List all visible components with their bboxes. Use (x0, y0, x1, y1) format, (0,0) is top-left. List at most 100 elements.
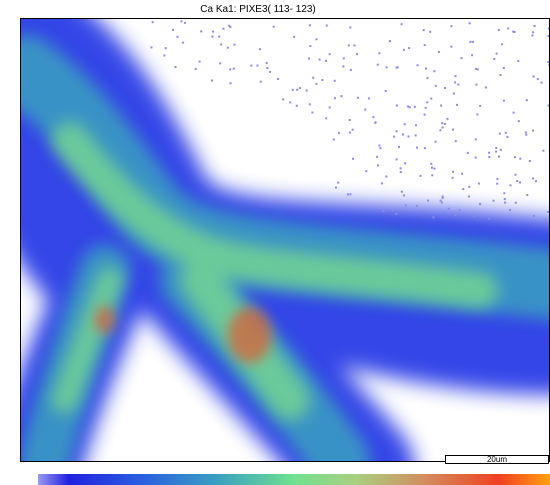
count-dot (306, 90, 308, 92)
count-dot (458, 212, 460, 214)
count-dot (347, 193, 349, 195)
count-dot (423, 29, 425, 31)
count-dot (450, 25, 452, 27)
count-dot (234, 44, 236, 46)
count-dot (289, 101, 291, 103)
count-dot (512, 31, 514, 33)
count-dot (343, 57, 345, 59)
count-dot (404, 123, 406, 125)
count-dot (431, 167, 433, 169)
count-dot (334, 97, 336, 99)
count-dot (510, 184, 512, 186)
count-dot (299, 87, 301, 89)
count-dot (493, 200, 495, 202)
count-dot (386, 66, 388, 68)
count-dot (479, 203, 481, 205)
count-dot (441, 122, 443, 124)
count-dot (488, 218, 490, 220)
count-dot (529, 160, 531, 162)
count-dot (533, 75, 535, 77)
count-dot (329, 107, 331, 109)
count-dot (459, 209, 461, 211)
count-dot (376, 156, 378, 158)
count-dot (396, 158, 398, 160)
count-dot (352, 158, 354, 160)
map-view: Ca Ka1: PIXE3( 113- 123) (0, 0, 550, 485)
count-dot (427, 77, 429, 79)
count-dot (152, 21, 154, 23)
count-dot (468, 196, 470, 198)
count-dot (398, 146, 400, 148)
count-dot (392, 209, 394, 211)
count-dot (349, 132, 351, 134)
count-dot (532, 35, 534, 37)
count-dot (200, 30, 202, 32)
count-dot (444, 87, 446, 89)
scale-bar-label: 20um (487, 455, 507, 464)
count-dot (525, 134, 527, 136)
count-dot (537, 78, 539, 80)
count-dot (199, 61, 201, 63)
count-dot (435, 85, 437, 87)
count-dot (349, 27, 351, 29)
count-dot (296, 105, 298, 107)
count-dot (405, 204, 407, 206)
count-dot (282, 98, 284, 100)
count-dot (401, 23, 403, 25)
count-dot (378, 145, 380, 147)
count-dot (211, 80, 213, 82)
count-dot (426, 101, 428, 103)
count-dot (348, 44, 350, 46)
count-dot (325, 60, 327, 62)
count-dot (533, 215, 535, 217)
count-dot (349, 193, 351, 195)
count-dot (500, 149, 502, 151)
count-dot (427, 200, 429, 202)
count-dot (396, 130, 398, 132)
count-dot (496, 183, 498, 185)
count-dot (525, 132, 527, 134)
count-dot (453, 93, 455, 95)
count-dot (175, 66, 177, 68)
count-dot (349, 119, 351, 121)
count-dot (229, 68, 231, 70)
count-dot (424, 147, 426, 149)
count-dot (526, 99, 528, 101)
count-dot (296, 89, 298, 91)
count-dot (337, 182, 339, 184)
count-dot (338, 132, 340, 134)
count-dot (356, 53, 358, 55)
count-dot (403, 194, 405, 196)
count-dot (455, 140, 457, 142)
count-dot (442, 127, 444, 129)
count-dot (425, 68, 427, 70)
count-dot (519, 158, 521, 160)
count-dot (325, 117, 327, 119)
count-dot (440, 105, 442, 107)
count-dot (433, 70, 435, 72)
count-dot (471, 54, 473, 56)
count-dot (315, 83, 317, 85)
count-dot (364, 109, 366, 111)
count-dot (309, 24, 311, 26)
count-dot (228, 25, 230, 27)
count-dot (396, 105, 398, 107)
page: {"title": "Ca Ka1: PIXE3( 113- 123)", "s… (0, 0, 550, 485)
count-dot (501, 43, 503, 45)
count-dot (352, 129, 354, 131)
count-dot (472, 41, 474, 43)
count-dot (447, 118, 449, 120)
count-dot (532, 177, 534, 179)
count-dot (365, 170, 367, 172)
count-dot (219, 62, 221, 64)
count-dot (513, 112, 515, 114)
count-dot (497, 178, 499, 180)
count-dot (269, 71, 271, 73)
count-dot (259, 48, 261, 50)
count-dot (402, 134, 404, 136)
count-dot (514, 156, 516, 158)
count-dot (469, 22, 471, 24)
count-dot (467, 152, 469, 154)
count-dot (273, 26, 275, 28)
count-dot (444, 123, 446, 125)
